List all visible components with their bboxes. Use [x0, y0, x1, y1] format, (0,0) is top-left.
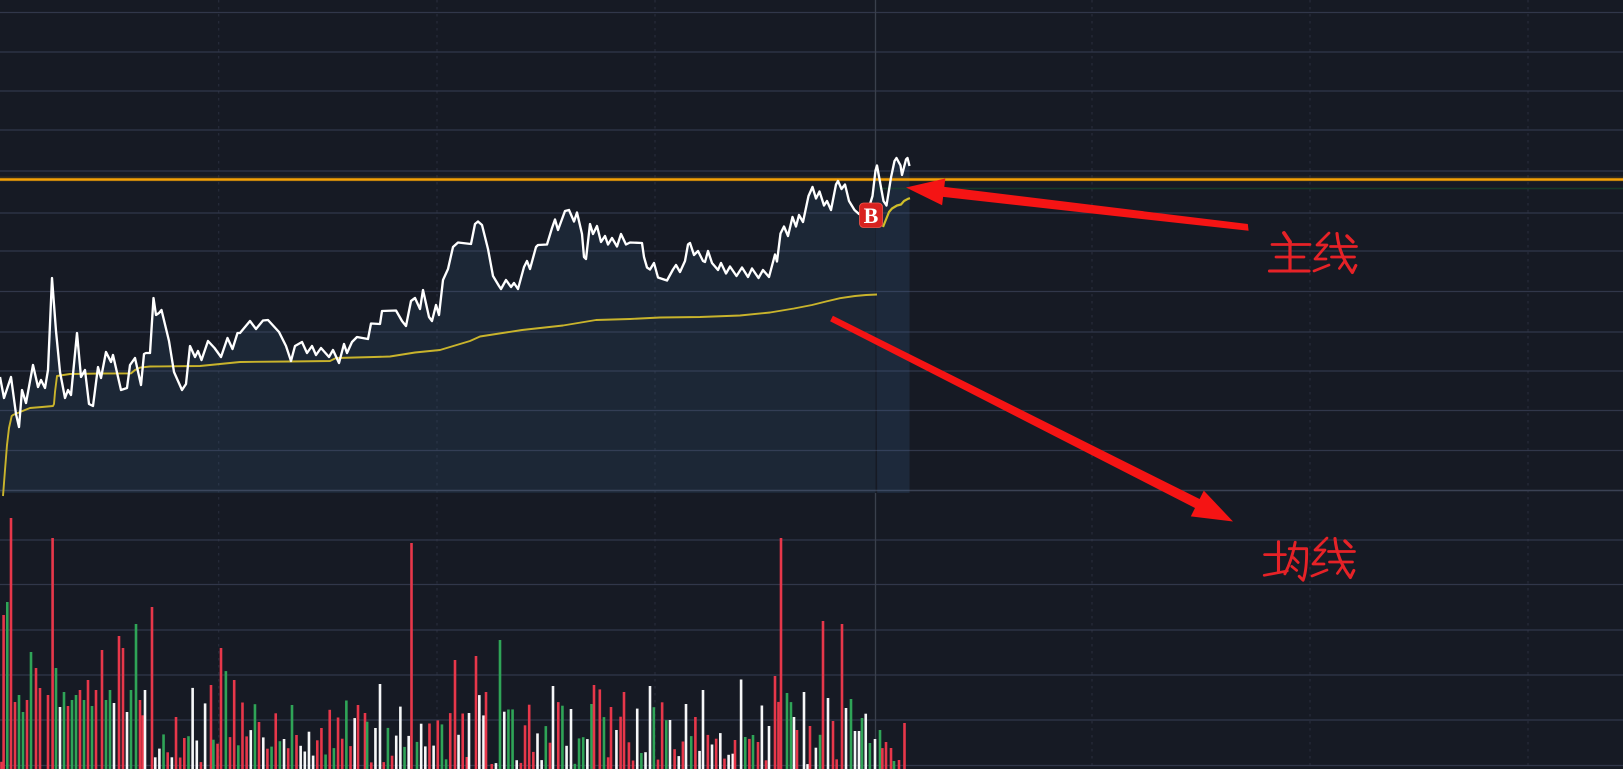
- svg-text:B: B: [864, 203, 879, 228]
